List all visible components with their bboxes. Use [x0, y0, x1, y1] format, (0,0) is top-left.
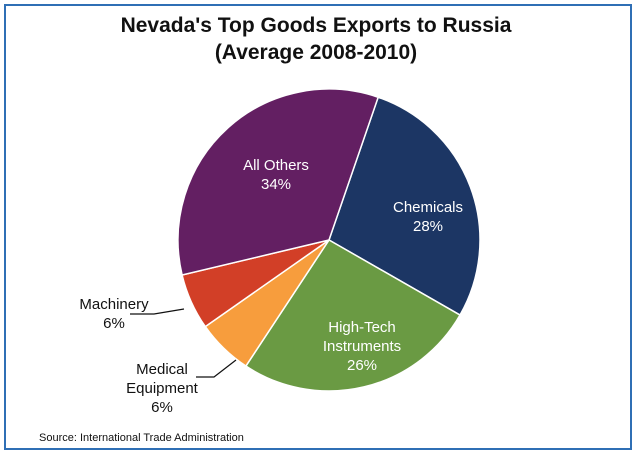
chart-subtitle: (Average 2008-2010) [214, 41, 418, 64]
chart-title: Nevada's Top Goods Exports to Russia [120, 14, 512, 37]
pie-slice-all-others [177, 88, 380, 276]
leader-line-machinery [130, 308, 185, 315]
slice-label-machinery: Machinery 6% [79, 296, 149, 332]
leader-line-medical-equipment [196, 359, 237, 378]
slice-label-all-others: All Others 34% [243, 157, 309, 193]
pie-slice-high-tech-instruments [244, 238, 462, 392]
pie-slice-chemicals [328, 96, 481, 317]
slice-label-high-tech-instruments: High-Tech Instruments 26% [323, 319, 401, 374]
slice-label-medical-equipment: Medical Equipment 6% [126, 361, 199, 416]
source-note: Source: International Trade Administrati… [39, 432, 244, 444]
slice-label-chemicals: Chemicals 28% [393, 199, 463, 235]
chart-title-block: Nevada's Top Goods Exports to Russia (Av… [0, 12, 632, 66]
